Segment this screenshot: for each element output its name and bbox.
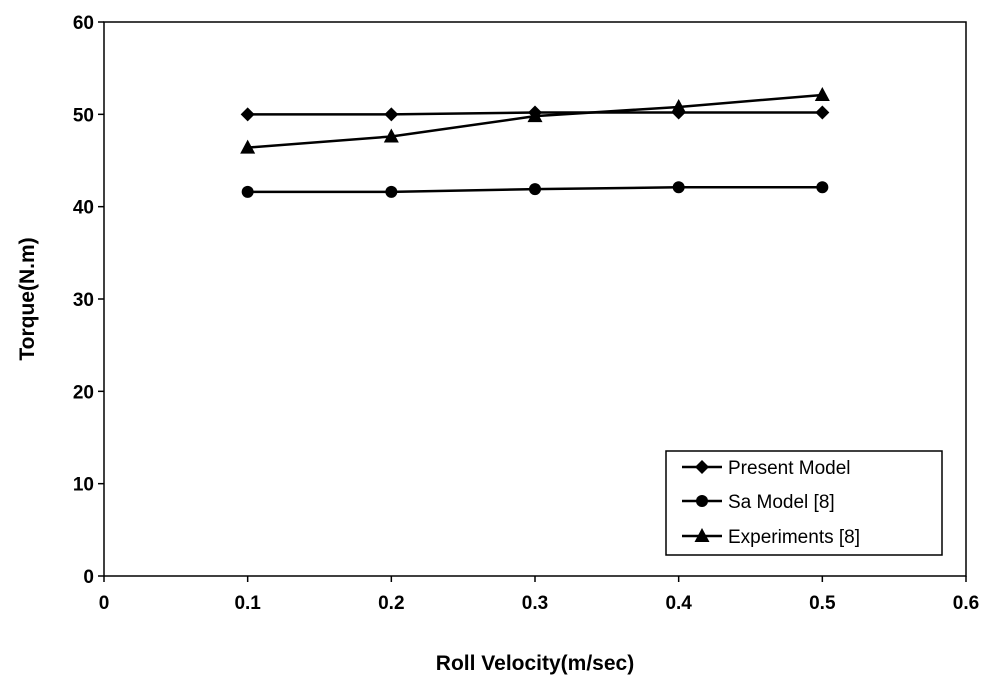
legend-items: Present Model Sa Model [8] Experiments [8] [682,458,860,548]
y-axis-ticks: 0 10 20 30 40 50 60 [73,13,104,588]
data-point [241,185,254,198]
y-tick-label: 30 [73,290,94,311]
data-point [385,185,398,198]
legend-entry: Experiments [8] [682,527,860,548]
x-tick-label: 0.5 [809,593,836,614]
y-tick-label: 50 [73,105,94,126]
data-point [240,139,256,154]
legend-label: Sa Model [8] [728,492,835,513]
series-circle [241,181,829,198]
legend-entry: Present Model [682,458,851,479]
x-tick-label: 0.2 [378,593,404,614]
x-tick-label: 0 [99,593,110,614]
legend-entry: Sa Model [8] [682,492,835,513]
legend-marker [695,460,709,474]
data-point [240,107,255,122]
series-triangle [240,86,830,154]
legend-marker [694,528,710,542]
y-tick-label: 0 [83,567,94,588]
data-point [384,107,399,122]
data-point [672,181,685,194]
y-tick-label: 20 [73,382,94,403]
data-point [383,128,399,143]
data-point [815,105,830,120]
legend: Present Model Sa Model [8] Experiments [8] [665,450,943,556]
data-point [816,181,829,194]
x-tick-label: 0.1 [234,593,261,614]
y-tick-label: 10 [73,475,94,496]
series-layer [240,86,830,198]
data-point [814,86,830,101]
legend-label: Experiments [8] [728,527,860,548]
x-tick-label: 0.4 [665,593,692,614]
data-point [529,183,541,196]
x-axis-title: Roll Velocity(m/sec) [436,652,634,675]
x-tick-label: 0.6 [953,593,979,614]
legend-marker [696,495,708,507]
y-tick-label: 60 [73,13,94,34]
data-point [527,108,543,123]
y-axis-title: Torque(N.m) [16,237,39,360]
x-tick-label: 0.3 [522,593,548,614]
data-point [671,98,687,113]
y-tick-label: 40 [73,198,94,219]
x-axis-ticks: 0 0.1 0.2 0.3 0.4 0.5 0.6 [99,576,979,614]
legend-box [665,450,943,556]
legend-label: Present Model [728,458,851,479]
